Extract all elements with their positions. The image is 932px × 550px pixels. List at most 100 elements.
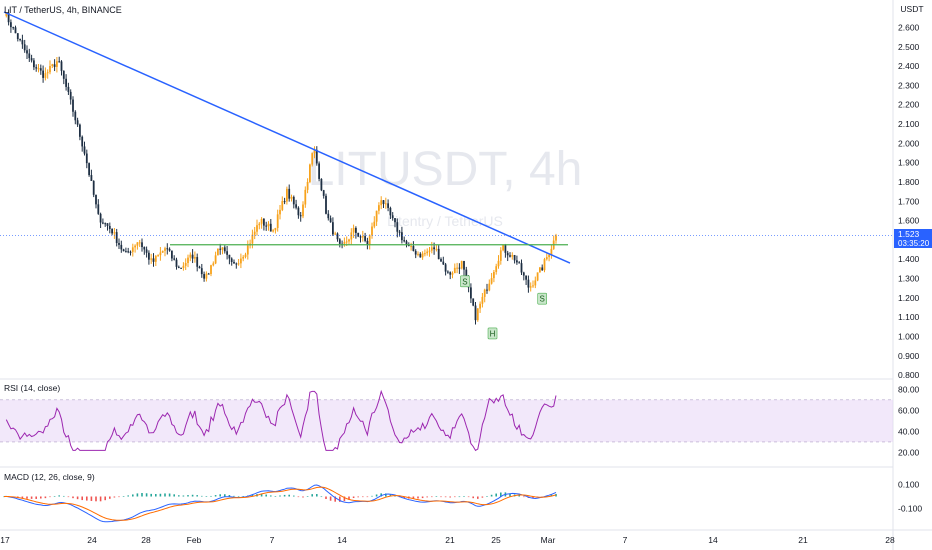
macd-histogram-bar: [109, 496, 111, 499]
candle-body: [389, 207, 392, 216]
candle-body: [311, 153, 314, 165]
candle-body: [504, 245, 507, 253]
candle-body: [171, 250, 173, 259]
time-tick-label: 21: [445, 535, 455, 545]
candle-body: [412, 246, 415, 251]
macd-histogram-bar: [509, 493, 511, 497]
price-tick-label: 2.500: [898, 42, 920, 52]
macd-histogram-bar: [113, 496, 116, 498]
candle-body: [120, 244, 123, 250]
candle-body: [108, 225, 111, 229]
macd-histogram-bar: [210, 495, 212, 497]
macd-histogram-bar: [306, 496, 309, 497]
candle-body: [164, 248, 166, 251]
candle-body: [152, 258, 155, 262]
candle-body: [5, 13, 8, 16]
macd-histogram-bar: [187, 495, 189, 497]
macd-histogram-bar: [251, 494, 254, 497]
candle-body: [138, 242, 141, 244]
candle-body: [30, 58, 33, 61]
macd-histogram-bar: [132, 494, 134, 497]
candle-body: [451, 273, 454, 275]
candle-body: [479, 303, 481, 309]
candle-body: [53, 64, 56, 67]
candle-body: [113, 232, 116, 234]
candle-body: [509, 255, 511, 257]
macd-histogram-bar: [403, 496, 405, 499]
macd-tick-label: 0.100: [898, 480, 920, 490]
candle-body: [198, 266, 201, 269]
candle-body: [292, 196, 295, 205]
candle-body: [456, 267, 458, 269]
candle-body: [122, 249, 125, 252]
candle-body: [166, 248, 169, 250]
candle-body: [223, 247, 226, 252]
macd-histogram-bar: [99, 496, 102, 502]
candle-body: [134, 245, 136, 248]
candle-body: [159, 252, 162, 256]
candle-body: [520, 263, 523, 273]
watermark-symbol: LITUSDT, 4h: [308, 143, 583, 196]
candle-body: [175, 259, 178, 267]
candle-body: [555, 235, 557, 241]
candle-body: [129, 251, 132, 253]
candle-body: [288, 188, 291, 199]
macd-histogram-bar: [472, 496, 474, 499]
candle-body: [187, 257, 189, 264]
candle-body: [414, 250, 417, 255]
candle-body: [302, 204, 304, 217]
candle-body: [493, 271, 495, 279]
candle-body: [424, 253, 426, 255]
macd-histogram-bar: [449, 496, 451, 498]
candle-body: [318, 163, 320, 179]
macd-histogram-bar: [53, 496, 56, 497]
price-tick-label: 1.800: [898, 177, 920, 187]
candle-body: [444, 264, 447, 272]
candle-body: [269, 223, 272, 232]
macd-histogram-bar: [467, 496, 470, 498]
candle-body: [111, 228, 113, 234]
candle-body: [251, 234, 254, 244]
macd-histogram-bar: [311, 494, 313, 497]
candle-body: [375, 210, 378, 222]
candle-body: [534, 280, 537, 286]
macd-histogram-bar: [76, 496, 79, 500]
candle-body: [182, 265, 185, 268]
candle-body: [518, 262, 521, 264]
candle-body: [474, 305, 477, 321]
candle-body: [256, 225, 258, 232]
macd-histogram-bar: [421, 496, 424, 499]
candle-body: [69, 91, 72, 100]
rsi-band: [0, 399, 893, 443]
pattern-label-box: [460, 275, 470, 288]
pattern-labels: S H S: [460, 275, 548, 340]
candle-body: [242, 256, 245, 259]
candle-body: [226, 251, 228, 255]
candle-body: [410, 246, 412, 248]
rsi-tick-label: 60.00: [898, 405, 920, 415]
macd-histogram-bar: [90, 496, 93, 501]
candle-body: [541, 267, 544, 271]
macd-histogram-bar: [518, 495, 520, 497]
candle-body: [106, 223, 109, 226]
time-tick-label: Feb: [187, 535, 202, 545]
macd-histogram-bar: [265, 494, 267, 497]
candle-body: [368, 235, 371, 245]
candle-body: [532, 285, 534, 287]
candle-body: [290, 196, 293, 199]
macd-histogram-bar: [357, 496, 359, 498]
candle-body: [65, 78, 67, 87]
candle-body: [16, 33, 19, 40]
candle-body: [396, 222, 399, 232]
candle-body: [322, 190, 325, 196]
macd-line: [3, 484, 557, 523]
price-axis[interactable]: 2.600 2.500 2.400 2.300 2.200 2.100 2.000 1.900…: [898, 22, 922, 513]
candle-body: [99, 213, 102, 223]
candle-body: [442, 261, 445, 265]
candle-body: [263, 218, 265, 226]
candle-body: [276, 214, 279, 228]
candle-body: [299, 215, 302, 217]
time-axis[interactable]: 17 24 28 Feb 7 14 21 25 Mar 7 14 21 28: [0, 535, 895, 545]
macd-histogram-bar: [426, 496, 428, 498]
